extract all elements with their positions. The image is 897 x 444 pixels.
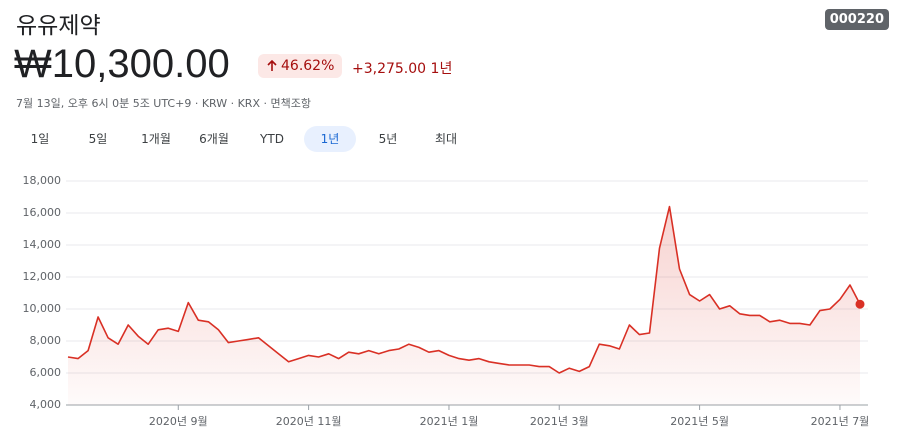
x-tick-label: 2021년 3월 [530,415,589,428]
x-tick-label: 2021년 7월 [811,415,870,428]
ticker-badge[interactable]: 000220 [824,9,889,30]
last-point [855,299,865,309]
y-tick-label: 6,000 [30,366,62,379]
stock-name: 유유제약 [16,13,101,39]
y-tick-label: 18,000 [23,174,62,187]
y-tick-label: 14,000 [23,238,62,251]
change-percent: 46.62% [281,58,335,74]
x-tick-label: 2021년 1월 [420,415,479,428]
change-period: 1년 [430,61,453,77]
y-tick-label: 4,000 [30,398,62,411]
price: ₩10,300.00 [14,42,230,86]
range-tab[interactable]: 6개월 [199,132,229,146]
change: +3,275.00 1년 [352,58,452,78]
range-tab[interactable]: 최대 [434,132,458,146]
y-tick-label: 12,000 [23,270,62,283]
x-tick-label: 2021년 5월 [670,415,729,428]
info-line: 7월 13일, 오후 6시 0분 5조 UTC+9 · KRW · KRX · … [16,97,311,110]
range-tab[interactable]: 1개월 [141,132,171,146]
range-tab[interactable]: YTD [260,132,284,146]
range-tab[interactable]: 1일 [30,132,50,146]
area [68,206,860,405]
y-tick-label: 10,000 [23,302,62,315]
range-tabs: 1일 5일 1개월 6개월 YTD 1년 5년 최대 [14,126,478,152]
change-value: +3,275.00 [352,61,427,77]
range-tab[interactable]: 1년 [304,126,356,152]
range-tab[interactable]: 5일 [88,132,108,146]
price-line [67,205,861,374]
up-arrow [267,60,277,71]
change-badge: 46.62% [258,54,343,78]
range-tab[interactable]: 5년 [378,132,398,146]
y-tick-label: 8,000 [30,334,62,347]
x-tick-label: 2020년 9월 [149,415,208,428]
y-tick-label: 16,000 [23,206,62,219]
x-tick-label: 2020년 11월 [276,415,342,428]
